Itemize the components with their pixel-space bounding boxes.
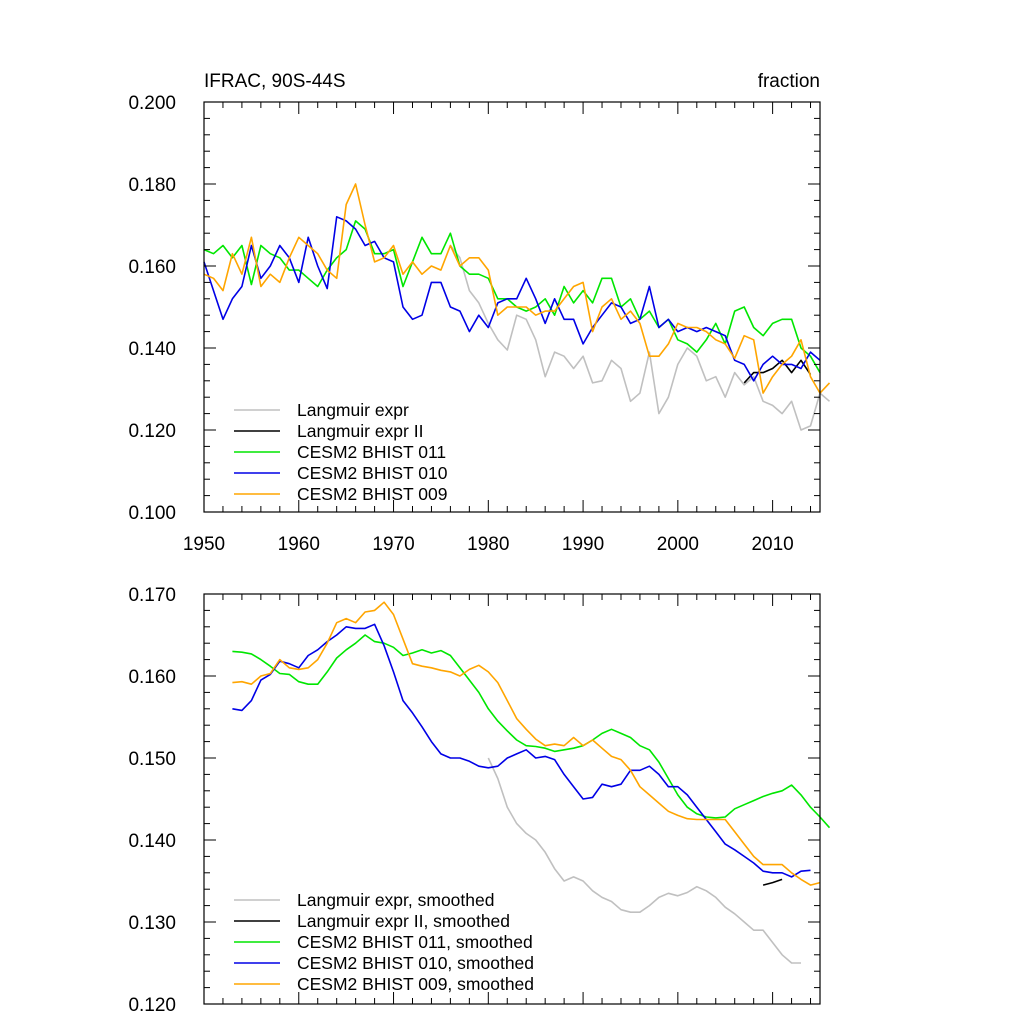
- top-x-tick-label: 1960: [278, 534, 320, 555]
- top-x-tick-label: 1980: [467, 534, 509, 555]
- bottom-y-tick-label: 0.160: [128, 667, 176, 688]
- top-legend-label-langmuir-expr: Langmuir expr: [297, 400, 409, 420]
- bottom-legend-label-langmuir-expr-ii-smoothed: Langmuir expr II, smoothed: [297, 911, 510, 931]
- top-x-tick-label: 1990: [562, 534, 604, 555]
- top-legend-label-langmuir-expr-ii: Langmuir expr II: [297, 421, 423, 441]
- chart-title: IFRAC, 90S-44S: [204, 71, 346, 92]
- units-label: fraction: [758, 71, 820, 92]
- top-x-tick-label: 1970: [372, 534, 414, 555]
- top-x-tick-label: 2000: [657, 534, 699, 555]
- bottom-series-cesm2-bhist-010-smoothed: [232, 623, 811, 878]
- top-legend-label-cesm2-bhist-009: CESM2 BHIST 009: [297, 484, 447, 504]
- top-series-cesm2-bhist-011: [203, 220, 821, 374]
- bottom-legend-label-langmuir-expr-smoothed: Langmuir expr, smoothed: [297, 890, 494, 910]
- top-y-tick-label: 0.200: [128, 93, 176, 114]
- bottom-panel: 0.120 0.130 0.140 0.150 0.160 0.170 Langmuir …: [128, 585, 831, 1016]
- top-series-langmuir-expr-ii: [743, 359, 812, 384]
- bottom-legend-label-cesm2-bhist-010-smoothed: CESM2 BHIST 010, smoothed: [297, 953, 534, 973]
- top-y-tick-label: 0.120: [128, 421, 176, 442]
- bottom-series-cesm2-bhist-011-smoothed: [232, 634, 831, 829]
- bottom-legend-label-cesm2-bhist-009-smoothed: CESM2 BHIST 009, smoothed: [297, 974, 534, 994]
- bottom-tick-layer: 0.120 0.130 0.140 0.150 0.160 0.170: [128, 585, 820, 1016]
- top-legend-label-cesm2-bhist-010: CESM2 BHIST 010: [297, 463, 448, 483]
- top-x-tick-label: 2010: [751, 534, 793, 555]
- bottom-series-layer: [232, 601, 831, 964]
- top-legend-label-cesm2-bhist-011: CESM2 BHIST 011: [297, 442, 446, 462]
- bottom-y-tick-label: 0.150: [128, 749, 176, 770]
- bottom-legend-label-cesm2-bhist-011-smoothed: CESM2 BHIST 011, smoothed: [297, 932, 533, 952]
- top-series-layer: [203, 183, 831, 431]
- top-series-langmuir-expr: [449, 245, 831, 431]
- top-series-cesm2-bhist-009: [203, 183, 831, 394]
- top-plot-frame: [203, 101, 821, 513]
- bottom-y-tick-label: 0.130: [128, 913, 176, 934]
- top-y-tick-label: 0.140: [128, 339, 176, 360]
- top-tick-layer: 1950 1960 1970 1980 1990 2000 2010 0.100 0.120 0.…: [128, 93, 820, 555]
- bottom-series-cesm2-bhist-009-smoothed: [232, 601, 821, 886]
- top-x-tick-label: 1950: [183, 534, 225, 555]
- top-y-tick-label: 0.100: [128, 503, 176, 524]
- bottom-y-tick-label: 0.140: [128, 831, 176, 852]
- top-panel: IFRAC, 90S-44S fraction 1950 1960 1970 1980…: [128, 71, 831, 555]
- bottom-series-langmuir-expr-ii-smoothed: [762, 878, 783, 886]
- top-y-tick-label: 0.180: [128, 175, 176, 196]
- bottom-y-tick-label: 0.120: [128, 995, 176, 1016]
- bottom-y-tick-label: 0.170: [128, 585, 176, 606]
- top-y-tick-label: 0.160: [128, 257, 176, 278]
- bottom-series-langmuir-expr-smoothed: [487, 757, 801, 964]
- bottom-plot-frame: [203, 593, 821, 1005]
